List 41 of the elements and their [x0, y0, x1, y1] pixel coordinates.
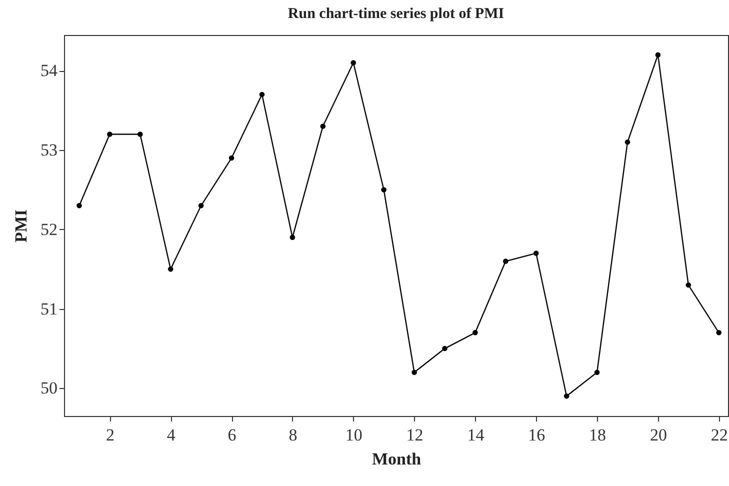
y-tick-label: 52: [40, 220, 58, 239]
point: [503, 258, 508, 264]
y-tick-label: 51: [40, 299, 58, 318]
x-tick-label: 8: [288, 426, 298, 444]
point: [564, 394, 570, 399]
x-tick-label: 2: [106, 426, 114, 444]
x-axis-title: Month: [372, 450, 422, 468]
point: [655, 52, 661, 58]
point: [533, 250, 539, 256]
point: [138, 132, 143, 137]
point: [290, 234, 296, 240]
x-tick-label: 4: [166, 426, 176, 444]
point: [442, 346, 448, 352]
x-tick-label: 20: [650, 426, 667, 444]
y-tick-label: 50: [40, 378, 58, 398]
point: [716, 330, 722, 336]
point: [76, 203, 82, 208]
x-tick-label: 22: [710, 426, 728, 444]
chart-title: Run chart-time series plot of PMI: [288, 6, 504, 22]
point: [624, 140, 630, 145]
y-axis-title: PMI: [12, 209, 30, 243]
point: [686, 282, 692, 288]
point: [472, 330, 478, 336]
point: [381, 187, 386, 192]
point: [228, 155, 234, 161]
point: [107, 132, 112, 137]
point: [412, 370, 417, 375]
x-tick-label: 16: [528, 426, 546, 444]
x-tick-label: 6: [228, 426, 236, 444]
point: [198, 203, 204, 208]
x-tick-label: 14: [467, 426, 485, 444]
point: [259, 92, 265, 98]
y-tick-label: 53: [40, 140, 58, 160]
point: [594, 370, 600, 375]
y-tick-label: 54: [40, 61, 58, 80]
point: [168, 266, 174, 272]
x-tick-label: 10: [345, 426, 362, 444]
x-tick-label: 12: [406, 426, 424, 444]
x-tick-label: 18: [589, 426, 606, 444]
point: [320, 124, 326, 129]
point: [350, 60, 356, 66]
